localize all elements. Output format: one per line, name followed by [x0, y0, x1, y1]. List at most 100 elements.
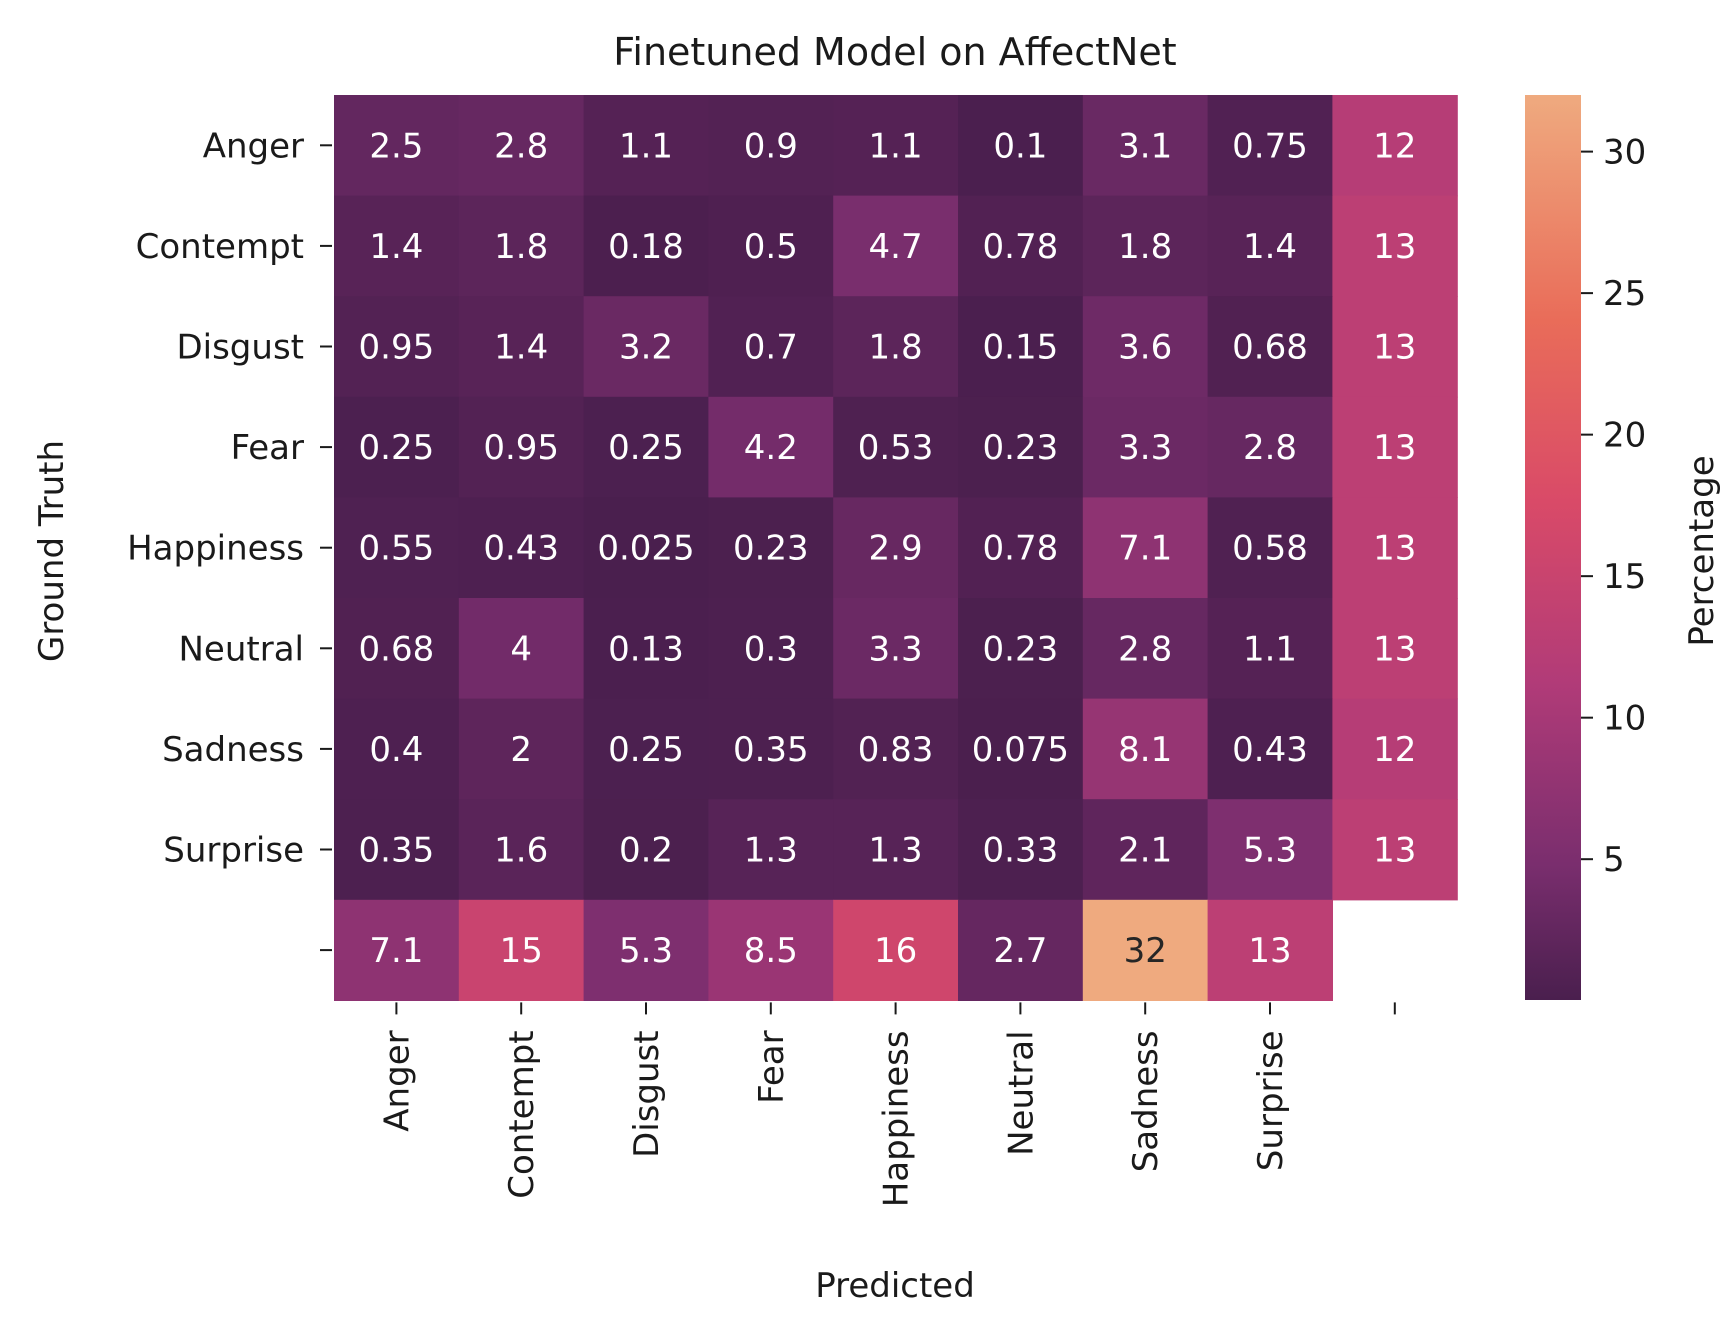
y-tick-label: Neutral	[179, 629, 305, 669]
heatmap-cell	[1207, 195, 1333, 297]
cell-value-label: 4.7	[869, 227, 923, 267]
heatmap-cell	[583, 698, 709, 800]
heatmap-cell	[708, 899, 834, 1001]
cell-value-label: 0.95	[359, 328, 435, 368]
heatmap-cell	[334, 698, 460, 800]
heatmap-cell	[583, 195, 709, 297]
cell-value-label: 4.2	[744, 428, 798, 468]
y-tick-label: Anger	[203, 126, 304, 166]
y-axis-label: Ground Truth	[32, 440, 72, 662]
cell-value-label: 13	[1248, 931, 1291, 971]
heatmap-cell	[583, 95, 709, 197]
cell-value-label: 0.4	[369, 730, 423, 770]
heatmap-cell	[583, 598, 709, 700]
cell-value-label: 1.3	[744, 831, 798, 871]
cell-value-label: 0.075	[972, 730, 1069, 770]
y-tick-label: Fear	[231, 428, 304, 468]
cell-value-label: 32	[1124, 931, 1167, 971]
heatmap-cell	[958, 95, 1084, 197]
heatmap-cell	[334, 497, 460, 599]
cell-value-label: 0.1	[993, 126, 1047, 166]
heatmap-cell	[958, 799, 1084, 901]
cell-value-label: 1.4	[1243, 227, 1297, 267]
heatmap-cell	[833, 195, 959, 297]
heatmap-cell	[458, 698, 585, 800]
cell-value-label: 2.8	[1118, 629, 1172, 669]
cell-value-label: 1.4	[369, 227, 423, 267]
cell-value-label: 8.1	[1118, 730, 1172, 770]
cell-value-label: 3.6	[1118, 328, 1172, 368]
cell-value-label: 0.7	[744, 328, 798, 368]
heatmap-cell	[334, 899, 460, 1001]
cell-value-label: 1.1	[869, 126, 923, 166]
heatmap-cell	[708, 95, 834, 197]
heatmap-cell	[833, 799, 959, 901]
heatmap-cell	[833, 698, 959, 800]
cell-value-label: 0.68	[1232, 328, 1308, 368]
heatmap-cell	[958, 598, 1084, 700]
cell-value-label: 5.3	[1243, 831, 1297, 871]
y-tick-label: Surprise	[163, 831, 304, 871]
heatmap-cell	[1082, 95, 1209, 197]
heatmap-cell	[833, 598, 959, 700]
heatmap-cell	[1207, 799, 1333, 901]
heatmap-cell	[1207, 95, 1333, 197]
cell-value-label: 4	[510, 629, 532, 669]
y-axis-ticks: Anger Contempt Disgust Fear Happiness Neutral…	[127, 126, 332, 952]
x-tick-label: Happiness	[877, 1030, 917, 1207]
cell-value-label: 0.25	[359, 428, 435, 468]
heatmap-cell	[1082, 698, 1209, 800]
colorbar-tick-label: 15	[1603, 557, 1646, 597]
heatmap-cell	[458, 799, 585, 901]
heatmap-cell	[583, 497, 709, 599]
cell-value-label: 0.3	[744, 629, 798, 669]
heatmap-cell	[708, 195, 834, 297]
heatmap-cell	[1082, 396, 1209, 498]
colorbar	[1525, 95, 1581, 1000]
heatmap-cell	[458, 396, 585, 498]
heatmap-cell	[708, 497, 834, 599]
cell-value-label: 0.025	[597, 529, 694, 569]
heatmap-cell	[334, 296, 460, 398]
colorbar-tick-label: 30	[1603, 133, 1646, 173]
x-tick-label: Anger	[377, 1030, 417, 1131]
heatmap-cell	[958, 497, 1084, 599]
heatmap-cell	[1207, 598, 1333, 700]
heatmap-cell	[583, 296, 709, 398]
heatmap-cell	[1332, 296, 1458, 398]
heatmap-cell	[958, 698, 1084, 800]
cell-value-label: 0.58	[1232, 529, 1308, 569]
heatmap-cell	[1332, 396, 1458, 498]
heatmap-cell	[1207, 698, 1333, 800]
heatmap-cell	[1207, 396, 1333, 498]
heatmap-cell	[583, 899, 709, 1001]
cell-value-label: 0.23	[983, 428, 1059, 468]
cell-value-label: 0.25	[608, 730, 684, 770]
cell-value-label: 0.33	[983, 831, 1059, 871]
cell-value-label: 13	[1373, 529, 1416, 569]
heatmap-cell	[1207, 899, 1333, 1001]
cell-value-label: 0.2	[619, 831, 673, 871]
heatmap-cell	[458, 95, 585, 197]
cell-value-label: 0.55	[359, 529, 435, 569]
cell-value-label: 0.83	[858, 730, 934, 770]
x-tick-label: Fear	[752, 1030, 792, 1103]
cell-value-label: 2.7	[993, 931, 1047, 971]
cell-value-label: 3.3	[1118, 428, 1172, 468]
cell-value-label: 1.4	[494, 328, 548, 368]
cell-value-label: 2.1	[1118, 831, 1172, 871]
cell-value-label: 16	[874, 931, 917, 971]
cell-value-label: 13	[1373, 227, 1416, 267]
heatmap-cell	[334, 396, 460, 498]
cell-value-label: 8.5	[744, 931, 798, 971]
heatmap-cell	[1207, 296, 1333, 398]
cell-value-label: 0.9	[744, 126, 798, 166]
heatmap-cell	[1082, 799, 1209, 901]
y-tick-label: Sadness	[162, 730, 304, 770]
cell-value-label: 3.3	[869, 629, 923, 669]
cell-value-label: 0.35	[359, 831, 435, 871]
heatmap-cell	[958, 396, 1084, 498]
y-tick-label: Happiness	[127, 529, 304, 569]
cell-value-label: 1.8	[1118, 227, 1172, 267]
cell-value-label: 0.78	[983, 529, 1059, 569]
